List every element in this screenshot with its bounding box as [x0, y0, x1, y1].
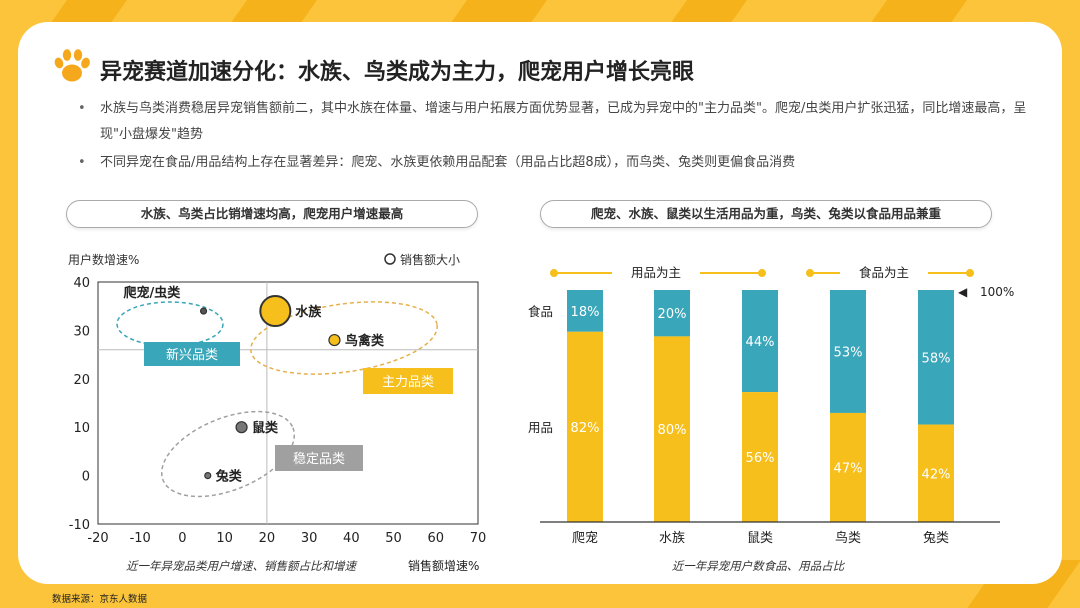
bullet-item: 水族与鸟类消费稳居异宠销售额前二，其中水族在体量、增速与用户拓展方面优势显著，已…: [78, 96, 1038, 148]
group-label-main: 主力品类: [382, 375, 434, 390]
paw-icon: [54, 49, 90, 82]
scatter-point: [204, 472, 212, 480]
scatter-point: [235, 421, 248, 434]
bar-segment-supplies: [918, 424, 954, 522]
top-annotation-arrow: ◀: [958, 285, 968, 299]
category-label: 鸟类: [835, 530, 861, 546]
size-legend-label: 销售额大小: [400, 252, 460, 267]
group-label-stable-bg: [275, 445, 363, 471]
chart-caption: 近一年异宠用户数食品、用品占比: [672, 559, 846, 573]
data-source: 数据来源：京东人数据: [52, 594, 148, 605]
bar-title-pill: 爬宠、水族、鼠类以生活用品为重，鸟类、兔类以食品用品兼重: [540, 200, 992, 228]
scatter-point: [259, 295, 292, 328]
x-tick-label: 0: [178, 531, 186, 546]
data-label-food: 44%: [746, 335, 775, 350]
category-label: 兔类: [923, 531, 949, 546]
x-tick-label: 70: [470, 531, 487, 546]
y-tick-label: 10: [73, 421, 90, 436]
data-label-food: 20%: [658, 307, 687, 322]
category-label: 水族: [659, 530, 685, 546]
point-label: 爬宠/虫类: [123, 285, 182, 301]
point-label: 水族: [295, 304, 322, 320]
group-ellipse-emerging: [116, 301, 224, 347]
scatter-point: [328, 333, 341, 347]
group-label-supplies: 用品为主: [631, 265, 681, 280]
y-axis-label: 用户数增速%: [68, 252, 139, 267]
group-bracket-dot: [966, 269, 974, 277]
data-label-food: 58%: [922, 351, 951, 366]
bar-segment-supplies: [567, 331, 603, 522]
x-tick-label: 20: [259, 531, 276, 546]
category-label: 爬宠: [572, 530, 598, 546]
stacked-bar-chart: 用品为主 食品为主 食品 用品 18% 82% 爬宠 20% 80% 水族 44% 56% 鼠类…: [528, 265, 1014, 573]
y-tick-label: 30: [73, 324, 90, 339]
bar-segment-food: [567, 290, 603, 332]
scatter-point: [199, 307, 208, 315]
size-legend-icon: [384, 253, 396, 265]
bullet-item: 不同异宠在食品/用品结构上存在显著差异：爬宠、水族更依赖用品配套（用品占比超8成…: [78, 150, 1038, 176]
x-tick-label: 60: [428, 531, 445, 546]
data-label-supplies: 56%: [746, 451, 775, 466]
group-bracket-dot: [550, 269, 558, 277]
group-label-emerging-bg: [144, 342, 240, 366]
bar-segment-food: [654, 290, 690, 337]
data-label-supplies: 80%: [658, 423, 687, 438]
bullet-list: 水族与鸟类消费稳居异宠销售额前二，其中水族在体量、增速与用户拓展方面优势显著，已…: [78, 96, 1038, 176]
x-tick-label: 40: [343, 531, 360, 546]
scatter-chart: 用户数增速% 销售额大小 -20 -10 0 10 20 30 40 50 60 70-10010…: [68, 252, 487, 573]
group-bracket-dot: [806, 269, 814, 277]
page-title: 异宠赛道加速分化：水族、鸟类成为主力，爬宠用户增长亮眼: [100, 60, 695, 85]
x-tick-label: 50: [385, 531, 402, 546]
chart-caption: 近一年异宠品类用户增速、销售额占比和增速: [126, 559, 357, 573]
x-axis-label: 销售额增速%: [408, 558, 479, 573]
group-bracket-dot: [758, 269, 766, 277]
data-label-supplies: 47%: [834, 461, 863, 476]
data-label-food: 18%: [571, 305, 600, 320]
group-ellipse-main: [250, 301, 438, 375]
data-label-supplies: 42%: [922, 467, 951, 482]
y-tick-label: -10: [69, 518, 90, 533]
data-label-supplies: 82%: [571, 421, 600, 436]
point-label: 鼠类: [252, 420, 279, 436]
scatter-title-pill: 水族、鸟类占比销增速均高，爬宠用户增速最高: [66, 200, 478, 228]
bar-segment-food: [830, 290, 866, 413]
y-tick-label: 40: [73, 276, 90, 291]
group-label-stable: 稳定品类: [293, 451, 345, 467]
top-annotation: 100%: [980, 285, 1014, 299]
category-label: 鼠类: [747, 531, 773, 546]
bar-segment-supplies: [742, 392, 778, 522]
bar-segment-supplies: [654, 336, 690, 522]
series-label-food: 食品: [528, 304, 553, 319]
group-label-main-bg: [363, 368, 453, 394]
point-label: 鸟禽类: [345, 333, 385, 349]
point-label: 兔类: [215, 469, 243, 485]
y-tick-label: 20: [73, 373, 90, 388]
series-label-supplies: 用品: [528, 420, 553, 435]
plot-frame: [97, 281, 479, 525]
group-label-food: 食品为主: [859, 265, 909, 280]
bar-segment-food: [742, 290, 778, 393]
x-tick-label: 30: [301, 531, 318, 546]
bar-segment-supplies: [830, 412, 866, 522]
y-tick-label: 0: [82, 470, 90, 485]
bar-segment-food: [918, 290, 954, 425]
x-tick-label: -20: [87, 531, 108, 546]
group-label-emerging: 新兴品类: [166, 347, 218, 363]
x-tick-label: -10: [130, 531, 151, 546]
x-tick-label: 10: [216, 531, 233, 546]
data-label-food: 53%: [834, 345, 863, 360]
